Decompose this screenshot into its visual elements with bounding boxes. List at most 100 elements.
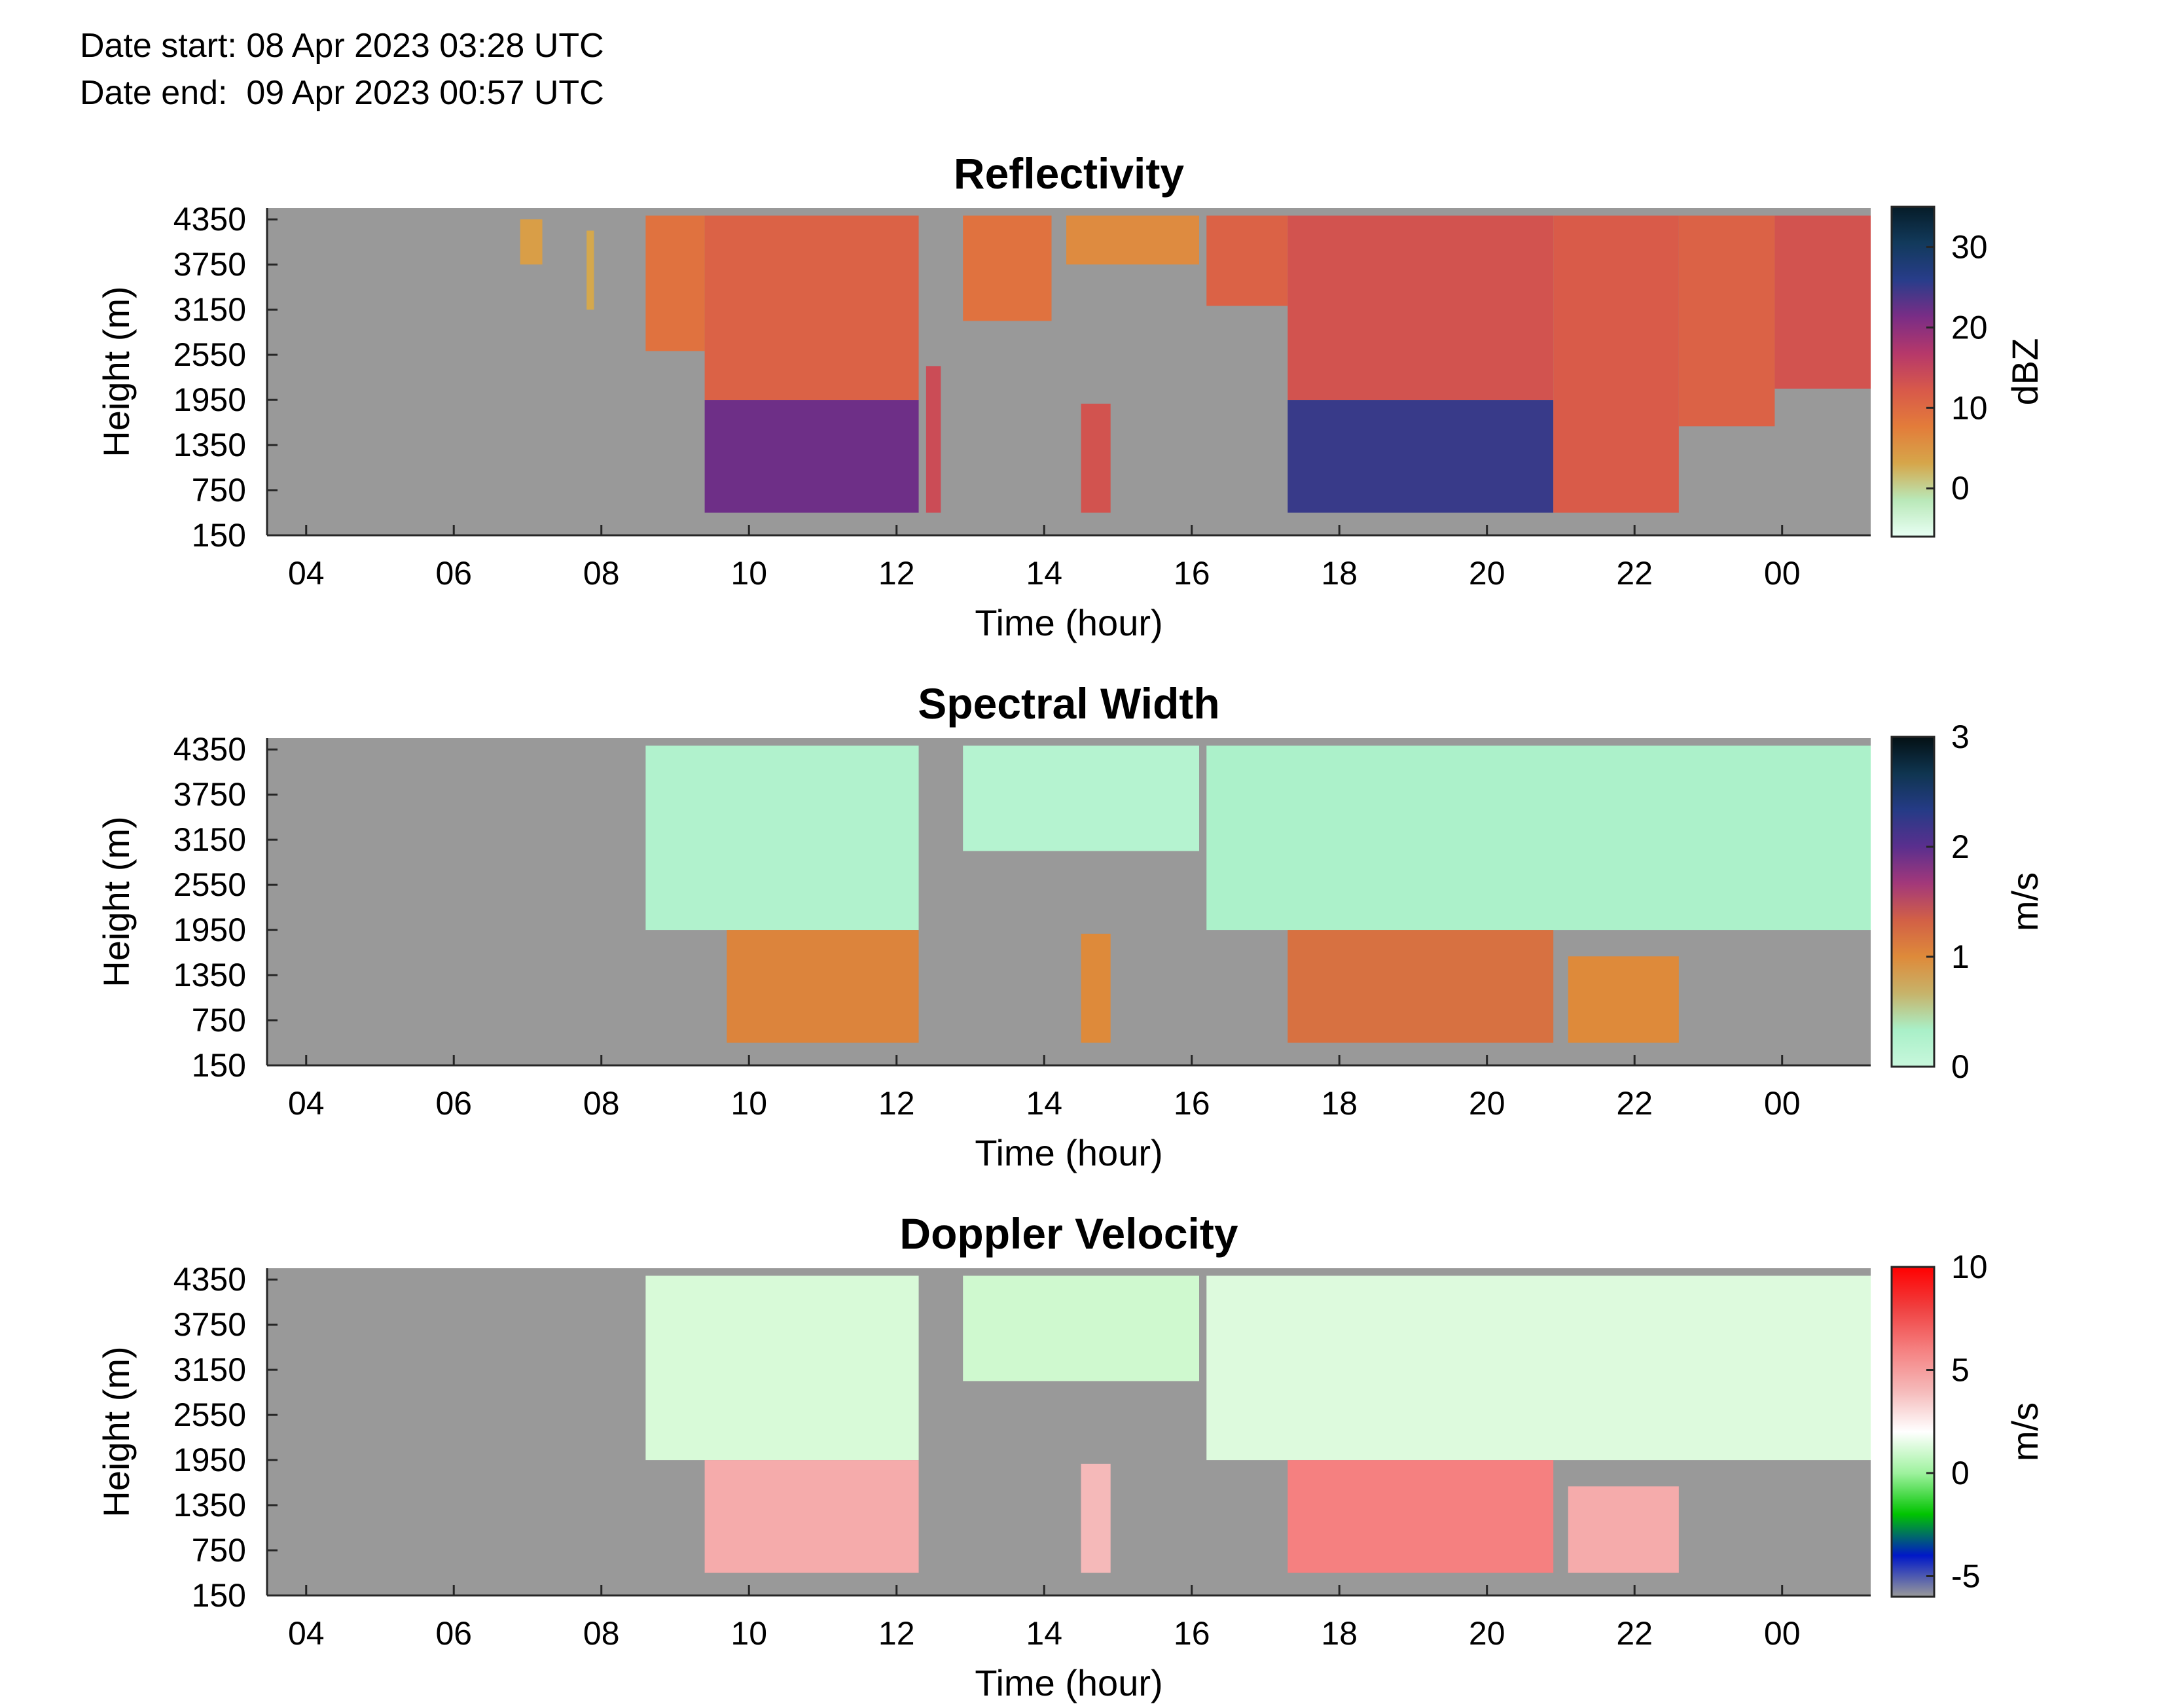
spectral-width-x-tick-label: 14	[1026, 1085, 1062, 1122]
reflectivity-echo-region-5	[926, 366, 941, 513]
doppler-velocity-echo-region-4	[1206, 1275, 1871, 1461]
doppler-velocity-x-tick-label: 08	[583, 1615, 620, 1652]
spectral-width-echo-region-1	[727, 930, 919, 1043]
reflectivity-x-tick-label: 20	[1469, 555, 1505, 592]
doppler-velocity-x-axis-label: Time (hour)	[975, 1662, 1162, 1703]
reflectivity-x-tick-label: 06	[435, 555, 472, 592]
spectral-width-x-axis-label: Time (hour)	[975, 1132, 1162, 1173]
doppler-velocity-y-tick-label: 1350	[173, 1487, 246, 1523]
doppler-velocity-x-tick-label: 10	[730, 1615, 767, 1652]
spectral-width-colorbar-tick-label: 0	[1951, 1048, 1970, 1085]
doppler-velocity-x-tick-label: 12	[878, 1615, 915, 1652]
reflectivity-title: Reflectivity	[954, 149, 1184, 198]
doppler-velocity-title: Doppler Velocity	[899, 1209, 1238, 1258]
reflectivity-y-tick-label: 2550	[173, 336, 246, 373]
spectral-width-echo-region-3	[1081, 933, 1111, 1043]
reflectivity-panel: Reflectivity 04 06 08 10 12 14 16 18 20 22 00 150 750…	[96, 149, 2045, 643]
doppler-velocity-echo-region-2	[963, 1275, 1199, 1381]
doppler-velocity-x-tick-label: 06	[435, 1615, 472, 1652]
spectral-width-y-tick-label: 3750	[173, 776, 246, 813]
doppler-velocity-echo-region-0	[645, 1275, 919, 1461]
doppler-velocity-echo-region-1	[704, 1460, 919, 1573]
spectral-width-colorbar	[1890, 736, 1935, 1068]
spectral-width-x-tick-label: 12	[878, 1085, 915, 1122]
reflectivity-x-tick-label: 14	[1026, 555, 1062, 592]
reflectivity-echo-region-8	[1066, 215, 1199, 265]
reflectivity-x-tick-label: 00	[1764, 555, 1801, 592]
reflectivity-x-axis-label: Time (hour)	[975, 602, 1162, 643]
doppler-velocity-y-tick-label: 3150	[173, 1351, 246, 1388]
spectral-width-echo-region-0	[645, 745, 919, 931]
reflectivity-x-tick-label: 10	[730, 555, 767, 592]
reflectivity-y-tick-label: 1950	[173, 382, 246, 418]
spectral-width-colorbar-tick-label: 3	[1951, 719, 1970, 755]
spectral-width-y-tick-label: 4350	[173, 731, 246, 768]
reflectivity-x-tick-label: 18	[1321, 555, 1358, 592]
doppler-velocity-y-tick-label: 750	[192, 1532, 246, 1569]
reflectivity-echo-region-11	[1287, 400, 1554, 513]
doppler-velocity-x-tick-label: 20	[1469, 1615, 1505, 1652]
reflectivity-colorbar-tick-label: 0	[1951, 470, 1970, 507]
reflectivity-echo-region-14	[1774, 215, 1871, 389]
reflectivity-echo-region-7	[1081, 403, 1111, 513]
spectral-width-y-tick-label: 1350	[173, 957, 246, 993]
spectral-width-echo-region-5	[1287, 930, 1554, 1043]
reflectivity-echo-region-12	[1553, 215, 1679, 513]
doppler-velocity-x-tick-label: 22	[1616, 1615, 1653, 1652]
doppler-velocity-panel: Doppler Velocity 04 06 08 10 12 14 16 18 20 22 00 15…	[96, 1209, 2045, 1703]
reflectivity-echo-region-1	[586, 230, 594, 310]
reflectivity-y-tick-label: 3150	[173, 291, 246, 328]
reflectivity-colorbar	[1890, 205, 1935, 538]
doppler-velocity-x-tick-label: 04	[288, 1615, 325, 1652]
doppler-velocity-colorbar-tick-label: 0	[1951, 1455, 1970, 1491]
reflectivity-y-tick-label: 150	[192, 517, 246, 554]
reflectivity-echo-region-3	[704, 215, 919, 400]
spectral-width-y-axis-label: Height (m)	[96, 816, 137, 987]
reflectivity-echo-region-9	[1206, 215, 1288, 306]
reflectivity-x-tick-label: 22	[1616, 555, 1653, 592]
reflectivity-echo-region-6	[963, 215, 1052, 321]
spectral-width-colorbar-tick-label: 2	[1951, 828, 1970, 865]
reflectivity-echo-layer	[520, 215, 1871, 513]
reflectivity-echo-region-2	[645, 215, 705, 351]
reflectivity-y-tick-label: 750	[192, 472, 246, 508]
spectral-width-x-tick-label: 08	[583, 1085, 620, 1122]
reflectivity-y-tick-label: 3750	[173, 246, 246, 283]
reflectivity-echo-region-13	[1678, 215, 1775, 427]
spectral-width-title: Spectral Width	[918, 679, 1219, 728]
spectral-width-y-tick-label: 2550	[173, 866, 246, 903]
doppler-velocity-x-tick-label: 16	[1174, 1615, 1210, 1652]
spectral-width-x-tick-label: 04	[288, 1085, 325, 1122]
doppler-velocity-y-tick-label: 4350	[173, 1261, 246, 1298]
reflectivity-echo-region-0	[520, 219, 543, 265]
spectral-width-echo-layer	[645, 745, 1871, 1043]
spectral-width-echo-region-2	[963, 745, 1199, 851]
spectral-width-echo-region-4	[1206, 745, 1871, 931]
reflectivity-colorbar-tick-label: 20	[1951, 309, 1988, 346]
doppler-velocity-y-tick-label: 3750	[173, 1306, 246, 1343]
spectral-width-y-tick-label: 3150	[173, 821, 246, 858]
reflectivity-colorbar-label: dBZ	[2004, 338, 2045, 406]
spectral-width-y-tick-label: 150	[192, 1047, 246, 1084]
spectral-width-colorbar-label: m/s	[2004, 872, 2045, 931]
doppler-velocity-echo-region-3	[1081, 1463, 1111, 1573]
reflectivity-echo-region-4	[704, 400, 919, 513]
doppler-velocity-y-axis-label: Height (m)	[96, 1346, 137, 1517]
doppler-velocity-y-tick-label: 2550	[173, 1397, 246, 1433]
reflectivity-x-tick-label: 04	[288, 555, 325, 592]
doppler-velocity-x-tick-label: 00	[1764, 1615, 1801, 1652]
reflectivity-x-tick-label: 08	[583, 555, 620, 592]
reflectivity-x-tick-label: 16	[1174, 555, 1210, 592]
reflectivity-y-tick-label: 4350	[173, 201, 246, 238]
doppler-velocity-echo-region-6	[1568, 1486, 1679, 1573]
spectral-width-echo-region-6	[1568, 956, 1679, 1043]
doppler-velocity-echo-layer	[645, 1275, 1871, 1573]
reflectivity-y-axis-label: Height (m)	[96, 286, 137, 457]
date-end-label: Date end: 09 Apr 2023 00:57 UTC	[80, 74, 604, 112]
spectral-width-y-tick-label: 750	[192, 1002, 246, 1039]
spectral-width-x-tick-label: 18	[1321, 1085, 1358, 1122]
doppler-velocity-colorbar-tick-label: -5	[1951, 1558, 1980, 1595]
doppler-velocity-colorbar	[1890, 1266, 1935, 1598]
reflectivity-x-tick-label: 12	[878, 555, 915, 592]
